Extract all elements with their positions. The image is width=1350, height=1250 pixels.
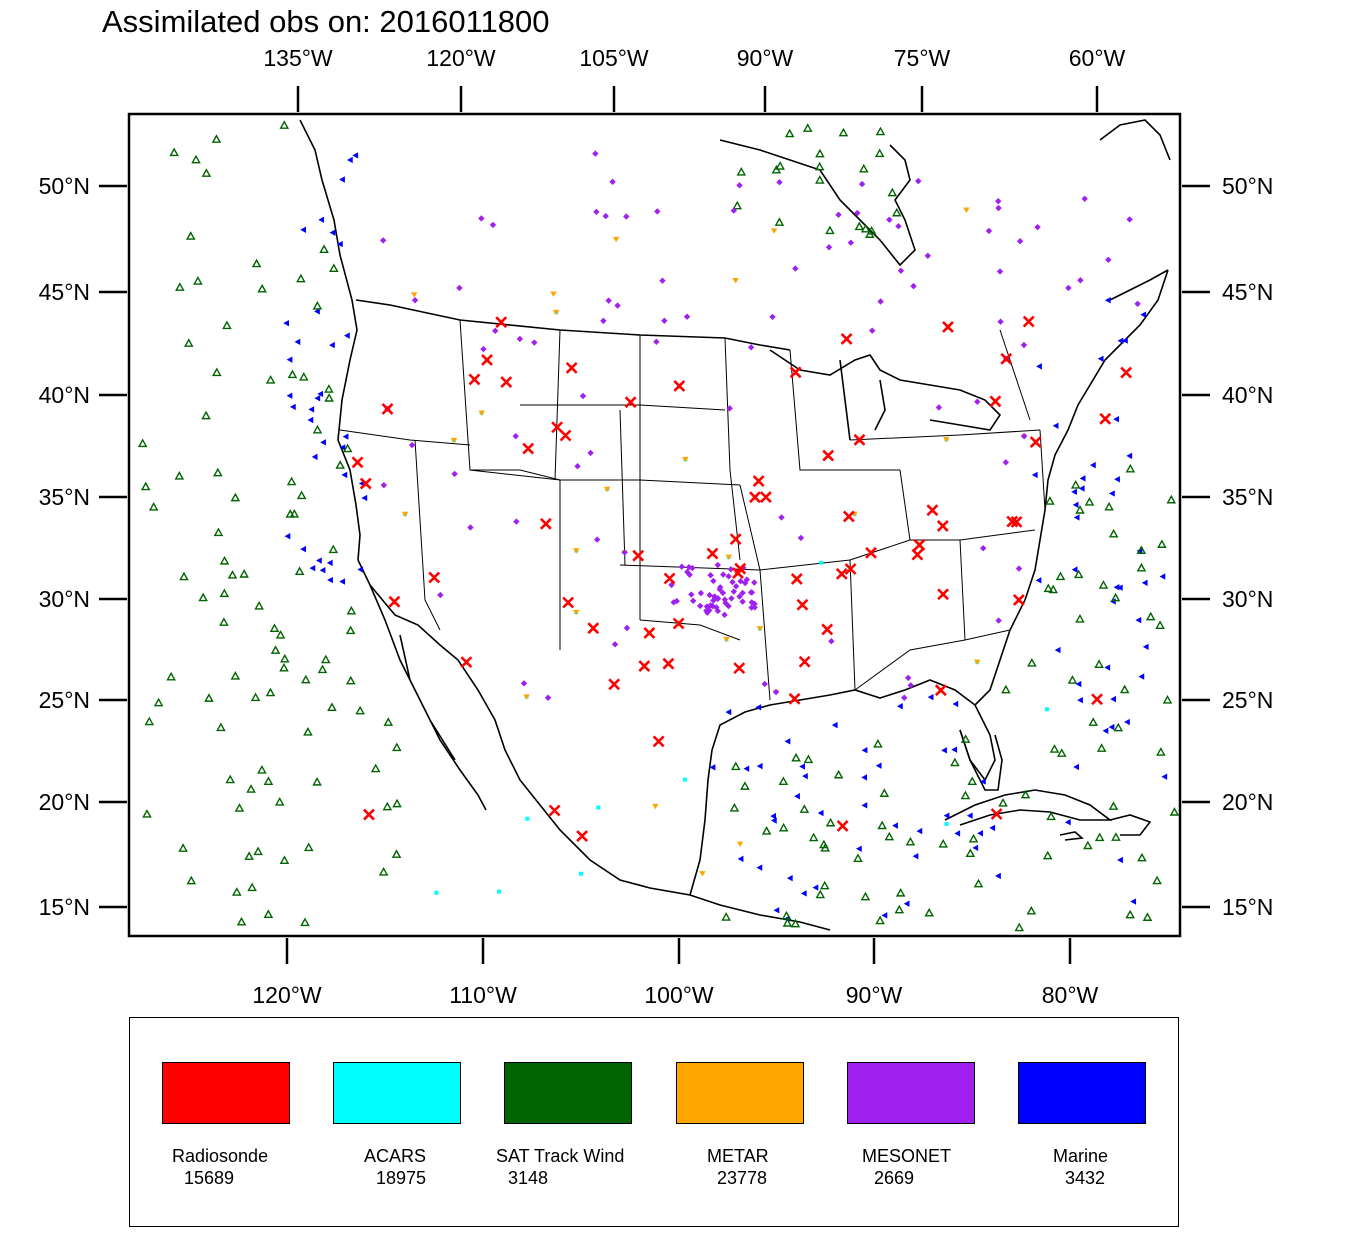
legend-count: 18975 bbox=[376, 1168, 427, 1188]
top-lon-label: 135°W bbox=[263, 45, 333, 71]
coastline-and-borders bbox=[299, 119, 1171, 931]
top-lon-label: 75°W bbox=[894, 45, 951, 71]
right-lat-label: 15°N bbox=[1222, 894, 1273, 920]
top-lon-label: 60°W bbox=[1069, 45, 1126, 71]
legend-label: Radiosonde bbox=[172, 1146, 269, 1166]
legend-item-acars: ACARS 18975 bbox=[333, 1062, 463, 1202]
right-lat-label: 35°N bbox=[1222, 484, 1273, 510]
legend-item-marine: Marine 3432 bbox=[1018, 1062, 1148, 1202]
left-lat-label: 40°N bbox=[39, 382, 90, 408]
legend-item-radiosonde: Radiosonde 15689 bbox=[162, 1062, 292, 1202]
sat-track-wind-markers bbox=[137, 120, 1180, 932]
legend-swatch-metar bbox=[676, 1062, 804, 1124]
mesonet-markers bbox=[379, 150, 1141, 701]
legend-count: 15689 bbox=[184, 1168, 235, 1188]
legend-label: SAT Track Wind bbox=[496, 1146, 625, 1166]
legend-swatch-sat_track_wind bbox=[504, 1062, 632, 1124]
axis-ticks: 135°W 120°W 105°W 90°W 75°W 60°W 120°W 110°W 100… bbox=[39, 45, 1274, 1008]
right-lat-label: 30°N bbox=[1222, 586, 1273, 612]
right-lat-label: 40°N bbox=[1222, 382, 1273, 408]
bottom-lon-label: 80°W bbox=[1042, 982, 1099, 1008]
marine-markers bbox=[283, 152, 1168, 922]
legend: Radiosonde 15689 ACARS 18975 SAT Track Wind 3… bbox=[129, 1017, 1179, 1227]
right-lat-label: 25°N bbox=[1222, 687, 1273, 713]
left-lat-label: 35°N bbox=[39, 484, 90, 510]
legend-count: 3432 bbox=[1065, 1168, 1106, 1188]
top-lon-label: 120°W bbox=[426, 45, 496, 71]
legend-item-sat_track_wind: SAT Track Wind 3148 bbox=[496, 1062, 634, 1202]
legend-swatch-radiosonde bbox=[162, 1062, 290, 1124]
legend-swatch-mesonet bbox=[847, 1062, 975, 1124]
left-lat-label: 20°N bbox=[39, 789, 90, 815]
left-lat-label: 30°N bbox=[39, 586, 90, 612]
legend-swatch-marine bbox=[1018, 1062, 1146, 1124]
top-lon-label: 90°W bbox=[737, 45, 794, 71]
bottom-lon-label: 90°W bbox=[846, 982, 903, 1008]
left-lat-label: 25°N bbox=[39, 687, 90, 713]
legend-count: 23778 bbox=[717, 1168, 768, 1188]
top-lon-label: 105°W bbox=[579, 45, 649, 71]
right-lat-label: 45°N bbox=[1222, 279, 1273, 305]
radiosonde-markers bbox=[351, 315, 1133, 842]
map-content bbox=[137, 119, 1180, 932]
legend-label: Marine bbox=[1053, 1146, 1109, 1166]
bottom-lon-label: 110°W bbox=[449, 982, 517, 1008]
left-lat-label: 15°N bbox=[39, 894, 90, 920]
plot-title: Assimilated obs on: 2016011800 bbox=[102, 4, 550, 39]
legend-label: METAR bbox=[707, 1146, 769, 1166]
legend-count: 3148 bbox=[508, 1168, 549, 1188]
legend-swatch-acars bbox=[333, 1062, 461, 1124]
bottom-lon-label: 120°W bbox=[252, 982, 322, 1008]
map-figure: 135°W 120°W 105°W 90°W 75°W 60°W 120°W 110°W 100… bbox=[39, 45, 1274, 1008]
legend-label: MESONET bbox=[862, 1146, 952, 1166]
bottom-lon-label: 100°W bbox=[644, 982, 714, 1008]
legend-item-mesonet: MESONET 2669 bbox=[847, 1062, 977, 1202]
left-lat-label: 45°N bbox=[39, 279, 90, 305]
left-lat-label: 50°N bbox=[39, 173, 90, 199]
right-lat-label: 20°N bbox=[1222, 789, 1273, 815]
legend-label: ACARS bbox=[364, 1146, 427, 1166]
right-lat-label: 50°N bbox=[1222, 173, 1273, 199]
legend-count: 2669 bbox=[874, 1168, 915, 1188]
map-frame bbox=[127, 112, 1182, 938]
legend-item-metar: METAR 23778 bbox=[676, 1062, 806, 1202]
